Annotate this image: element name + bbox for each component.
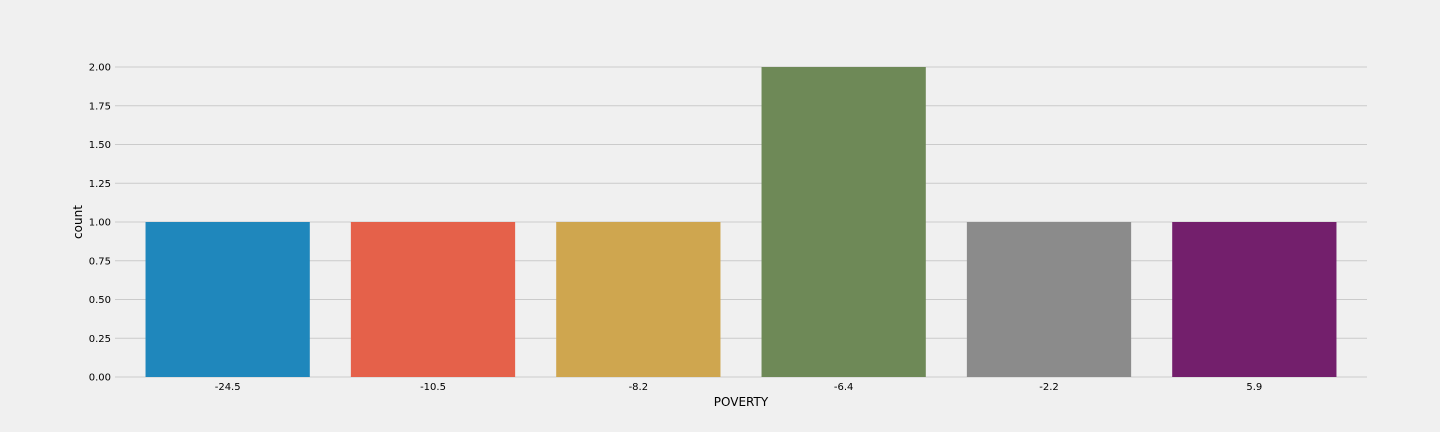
bar-1 bbox=[350, 222, 516, 377]
bars bbox=[145, 67, 1337, 377]
y-tick-label: 2.00 bbox=[89, 63, 111, 74]
x-tick-label: -10.5 bbox=[420, 382, 446, 393]
y-tick-label: 1.25 bbox=[89, 179, 111, 190]
x-tick-label: -24.5 bbox=[215, 382, 241, 393]
y-axis-label: count bbox=[71, 205, 85, 239]
y-tick-label: 1.50 bbox=[89, 140, 111, 151]
x-tick-label: 5.9 bbox=[1246, 382, 1262, 393]
grid-lines bbox=[115, 66, 1367, 378]
bar-3 bbox=[761, 67, 926, 377]
bar-4 bbox=[966, 222, 1132, 377]
y-tick-label: 1.00 bbox=[89, 218, 111, 229]
bar-0 bbox=[145, 222, 310, 377]
x-tick-label: -6.4 bbox=[834, 382, 854, 393]
x-tick-labels: -24.5 -10.5 -8.2 -6.4 -2.2 5.9 bbox=[215, 382, 1263, 393]
y-tick-label: 0.75 bbox=[89, 256, 111, 267]
y-tick-label: 0.50 bbox=[89, 295, 111, 306]
y-tick-label: 0.25 bbox=[89, 334, 111, 345]
bar-5 bbox=[1172, 222, 1337, 377]
bar-2 bbox=[556, 222, 721, 377]
y-tick-label: 0.00 bbox=[89, 373, 111, 384]
y-tick-labels: 0.00 0.25 0.50 0.75 1.00 1.25 1.50 1.75 2.00 bbox=[89, 63, 111, 384]
x-tick-label: -2.2 bbox=[1039, 382, 1059, 393]
x-axis-label: POVERTY bbox=[714, 395, 769, 409]
y-tick-label: 1.75 bbox=[89, 101, 111, 112]
x-tick-label: -8.2 bbox=[629, 382, 649, 393]
